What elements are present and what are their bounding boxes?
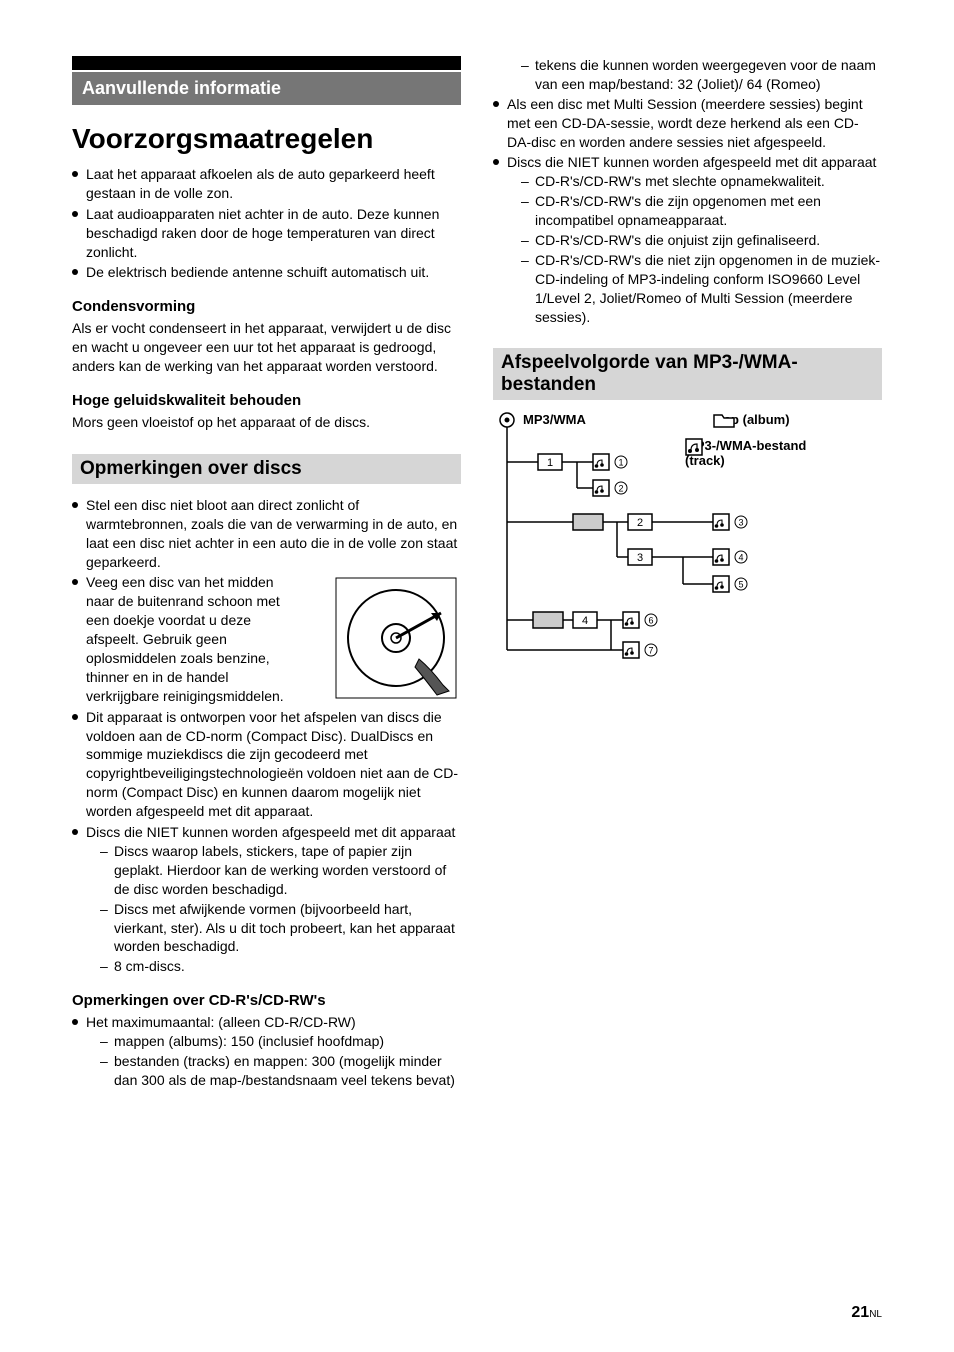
tree-diagram: Map (album) MP3-/WMA-bestand (track) MP3… <box>493 412 882 712</box>
wipe-row: Veeg een disc van het midden naar de bui… <box>86 573 461 705</box>
section-header: Aanvullende informatie <box>72 72 461 105</box>
page-columns: Aanvullende informatie Voorzorgsmaatrege… <box>72 56 882 1092</box>
main-title: Voorzorgsmaatregelen <box>72 123 461 155</box>
dash-list: CD-R's/CD-RW's met slechte opnamekwalite… <box>507 172 882 326</box>
svg-text:2: 2 <box>637 517 643 529</box>
svg-text:4: 4 <box>738 553 743 563</box>
svg-text:6: 6 <box>648 616 653 626</box>
page-number-value: 21 <box>851 1304 869 1321</box>
bullet-item: Stel een disc niet bloot aan direct zonl… <box>72 496 461 572</box>
cdr-heading: Opmerkingen over CD-R's/CD-RW's <box>72 992 461 1009</box>
cdr-bullet-list: Het maximumaantal: (alleen CD-R/CD-RW) m… <box>72 1013 461 1090</box>
dash-item: Discs waarop labels, stickers, tape of p… <box>100 842 461 899</box>
right-column: tekens die kunnen worden weergegeven voo… <box>493 56 882 1092</box>
bullet-item: Discs die NIET kunnen worden afgespeeld … <box>72 823 461 976</box>
dash-item: CD-R's/CD-RW's die zijn opgenomen met ee… <box>521 192 882 230</box>
svg-text:5: 5 <box>738 580 743 590</box>
dash-item: mappen (albums): 150 (inclusief hoofdmap… <box>100 1032 461 1051</box>
dash-item: Discs met afwijkende vormen (bijvoorbeel… <box>100 900 461 957</box>
bullet-item: Als een disc met Multi Session (meerdere… <box>493 95 882 152</box>
hoge-body: Mors geen vloeistof op het apparaat of d… <box>72 413 461 432</box>
wipe-text: Veeg een disc van het midden naar de bui… <box>86 573 292 705</box>
bullet-text: Het maximumaantal: (alleen CD-R/CD-RW) <box>86 1014 356 1030</box>
condens-heading: Condensvorming <box>72 298 461 315</box>
dash-item: tekens die kunnen worden weergegeven voo… <box>521 56 882 94</box>
svg-text:7: 7 <box>648 646 653 656</box>
bullet-item: Veeg een disc van het midden naar de bui… <box>72 573 461 705</box>
bullet-item: Het maximumaantal: (alleen CD-R/CD-RW) m… <box>72 1013 461 1090</box>
dash-item: CD-R's/CD-RW's die niet zijn opgenomen i… <box>521 251 882 327</box>
intro-bullet-list: Laat het apparaat afkoelen als de auto g… <box>72 165 461 282</box>
dash-item: CD-R's/CD-RW's met slechte opnamekwalite… <box>521 172 882 191</box>
dash-item: bestanden (tracks) en mappen: 300 (mogel… <box>100 1052 461 1090</box>
bullet-item: Discs die NIET kunnen worden afgespeeld … <box>493 153 882 326</box>
page-number: 21NL <box>851 1304 882 1322</box>
condens-body: Als er vocht condenseert in het apparaat… <box>72 319 461 376</box>
bullet-item: Laat audioapparaten niet achter in de au… <box>72 205 461 262</box>
dash-item: CD-R's/CD-RW's die onjuist zijn gefinali… <box>521 231 882 250</box>
discs-bullet-list: Stel een disc niet bloot aan direct zonl… <box>72 496 461 976</box>
tree-svg: 1 1 2 2 <box>493 412 893 702</box>
dash-list: mappen (albums): 150 (inclusief hoofdmap… <box>86 1032 461 1090</box>
svg-text:1: 1 <box>618 458 623 468</box>
svg-text:4: 4 <box>582 615 588 627</box>
bullet-text: Discs die NIET kunnen worden afgespeeld … <box>86 824 455 840</box>
svg-text:3: 3 <box>637 552 643 564</box>
bullet-item: De elektrisch bediende antenne schuift a… <box>72 263 461 282</box>
left-column: Aanvullende informatie Voorzorgsmaatrege… <box>72 56 461 1092</box>
dash-list: Discs waarop labels, stickers, tape of p… <box>86 842 461 976</box>
bullet-item: Dit apparaat is ontworpen voor het afspe… <box>72 708 461 821</box>
svg-text:3: 3 <box>738 518 743 528</box>
tree-subheader: Afspeelvolgorde van MP3-/WMA-bestanden <box>493 348 882 400</box>
bullet-item: Laat het apparaat afkoelen als de auto g… <box>72 165 461 203</box>
svg-text:1: 1 <box>547 457 553 469</box>
page-number-suffix: NL <box>869 1309 882 1320</box>
hoge-heading: Hoge geluidskwaliteit behouden <box>72 392 461 409</box>
cont-dash-list: tekens die kunnen worden weergegeven voo… <box>493 56 882 94</box>
svg-text:2: 2 <box>618 484 623 494</box>
section-black-bar <box>72 56 461 70</box>
disc-wipe-icon <box>331 573 461 703</box>
dash-item: 8 cm-discs. <box>100 957 461 976</box>
right-bullet-list: Als een disc met Multi Session (meerdere… <box>493 95 882 327</box>
discs-subheader: Opmerkingen over discs <box>72 454 461 484</box>
bullet-text: Discs die NIET kunnen worden afgespeeld … <box>507 154 876 170</box>
